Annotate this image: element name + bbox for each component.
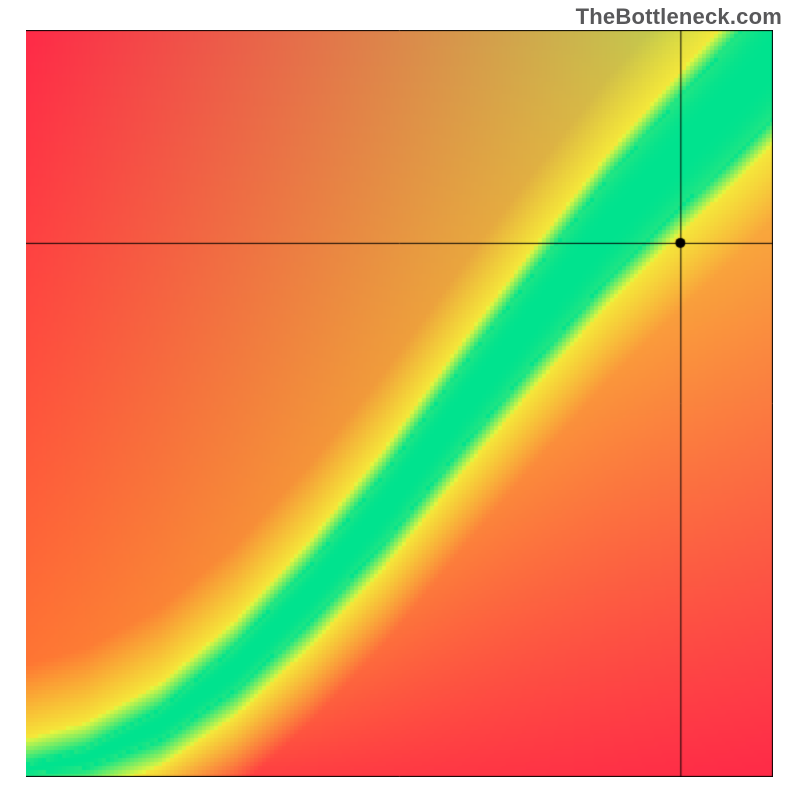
bottleneck-heatmap — [26, 30, 773, 777]
watermark-text: TheBottleneck.com — [576, 4, 782, 30]
